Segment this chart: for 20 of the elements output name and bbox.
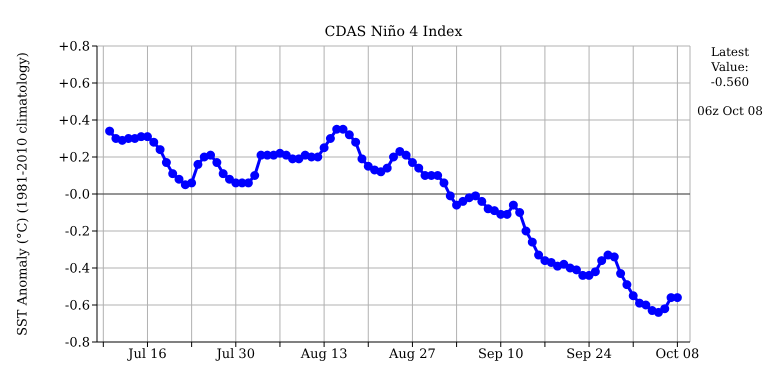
- y-tick-label: -0.8: [64, 336, 90, 351]
- y-tick-label: -0.2: [64, 224, 90, 240]
- x-tick-label: Jul 16: [126, 347, 167, 362]
- x-tick-label: Aug 27: [388, 347, 436, 362]
- y-tick-label: +0.6: [58, 76, 90, 92]
- x-tick-label: Sep 24: [566, 347, 612, 362]
- text: 06z Oct 08: [696, 104, 764, 118]
- text: Latest Value: -0.560: [710, 45, 750, 90]
- y-tick-label: -0.0: [64, 188, 90, 203]
- y-tick-label: -0.6: [64, 298, 90, 314]
- chart-title: CDAS Niño 4 Index: [324, 24, 464, 40]
- x-tick-label: Jul 30: [214, 347, 255, 362]
- x-tick-label: Oct 08: [655, 347, 700, 362]
- x-tick-label: Sep 10: [478, 347, 524, 362]
- x-tick-label: Aug 13: [300, 347, 348, 362]
- y-tick-label: +0.4: [58, 114, 90, 129]
- y-tick-label: +0.8: [58, 40, 90, 55]
- y-tick-label: +0.2: [58, 150, 90, 166]
- y-axis-title: SST Anomaly (°C) (1981-2010 climatology): [16, 52, 31, 336]
- y-tick-label: -0.4: [64, 262, 90, 277]
